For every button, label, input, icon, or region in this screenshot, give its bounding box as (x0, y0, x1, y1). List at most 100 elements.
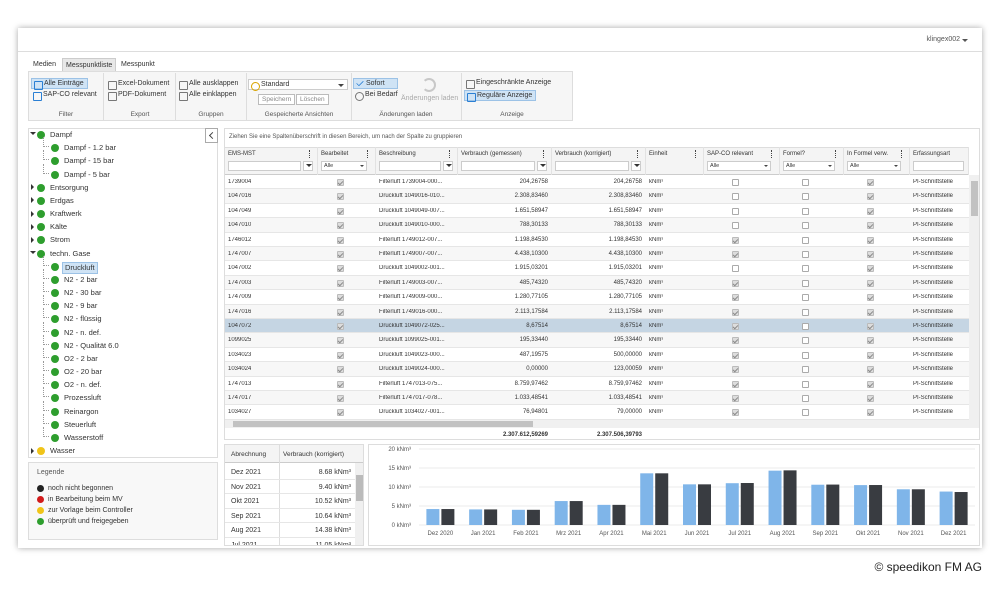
user-name[interactable]: klingex002 (926, 36, 960, 43)
view-dropdown[interactable]: Standard (248, 79, 348, 91)
grid-row[interactable] (225, 218, 969, 233)
column-menu[interactable] (695, 150, 696, 158)
column-header[interactable]: Erfassungsart (913, 151, 951, 157)
expander[interactable] (31, 184, 37, 191)
tree-item[interactable]: O2 - 2 bar (64, 353, 98, 363)
filter-select[interactable]: Alle (321, 161, 367, 171)
column-menu[interactable] (901, 150, 902, 158)
tree-item[interactable]: techn. Gase (50, 248, 91, 258)
save-button[interactable]: Speichern (258, 94, 296, 105)
grid-row[interactable] (225, 391, 969, 406)
expander[interactable] (31, 236, 37, 243)
filter-button[interactable] (537, 161, 547, 171)
filter-select[interactable]: Alle (847, 161, 901, 171)
column-header[interactable]: Einheit (649, 151, 668, 157)
grid-row[interactable] (225, 347, 969, 363)
tree-item[interactable]: O2 - 20 bar (64, 367, 102, 377)
collapse-button[interactable] (205, 128, 218, 143)
column-header[interactable]: Verbrauch (korrigiert) (555, 151, 612, 157)
tree-item[interactable]: Druckluft (62, 261, 98, 274)
expander[interactable] (30, 250, 36, 257)
column-menu[interactable] (309, 150, 310, 158)
column-menu[interactable] (367, 150, 368, 158)
grid-row[interactable] (225, 376, 969, 391)
grid-row[interactable] (225, 247, 969, 262)
filter-input[interactable] (461, 161, 535, 171)
tree-item[interactable]: N2 - flüssig (64, 314, 102, 324)
grid-row[interactable] (225, 189, 969, 204)
grid-row[interactable] (225, 232, 969, 247)
tree-item[interactable]: Prozessluft (64, 393, 102, 403)
expander[interactable] (31, 210, 37, 217)
ribbon-button[interactable]: Reguläre Anzeige (464, 90, 537, 102)
expander[interactable] (30, 132, 36, 138)
filter-button[interactable] (443, 161, 453, 171)
ribbon-button[interactable]: Eingeschränkte Anzeige (464, 78, 554, 89)
grid-row[interactable] (225, 319, 969, 334)
tree-item[interactable]: Wasserstoff (64, 432, 104, 442)
tab[interactable]: Messpunkt (121, 61, 155, 68)
ribbon-button[interactable]: Alle ausklappen (177, 79, 241, 90)
filter-select[interactable]: Alle (707, 161, 771, 171)
ribbon-button[interactable]: Alle Einträge (31, 78, 88, 90)
tree-item[interactable]: N2 - Qualität 6.0 (64, 340, 119, 350)
user-caret[interactable] (962, 39, 968, 45)
grid-row[interactable] (225, 304, 969, 319)
tree-item[interactable]: Dampf - 5 bar (64, 169, 110, 179)
tree-item[interactable]: Dampf - 15 bar (64, 156, 115, 166)
grid-row[interactable] (225, 261, 969, 276)
tree-item[interactable]: N2 - 30 bar (64, 288, 102, 298)
expander[interactable] (31, 197, 37, 204)
tree-item[interactable]: Kraftwerk (50, 209, 82, 219)
column-menu[interactable] (449, 150, 450, 158)
filter-input[interactable] (379, 161, 441, 171)
tree-item[interactable]: Wasser (50, 446, 76, 456)
filter-input[interactable] (913, 161, 964, 171)
ribbon-button[interactable]: Sofort (353, 78, 398, 89)
column-header[interactable]: Beschreibung (379, 151, 416, 157)
grid-row[interactable] (225, 362, 969, 377)
column-header[interactable]: Verbrauch (gemessen) (461, 151, 522, 157)
grid-row[interactable] (225, 275, 969, 291)
tree-item[interactable]: Strom (50, 235, 71, 245)
tree-item[interactable]: Erdgas (50, 195, 74, 205)
column-header[interactable]: SAP-CO relevant (707, 151, 754, 157)
column-menu[interactable] (771, 150, 772, 158)
tree-item[interactable]: N2 - 9 bar (64, 301, 98, 311)
tree-item[interactable]: Reinargon (64, 406, 99, 416)
grid-row[interactable] (225, 175, 969, 190)
grid-row[interactable] (225, 290, 969, 305)
tab-active[interactable]: Messpunktliste (62, 58, 117, 71)
column-header[interactable]: Formel? (783, 151, 806, 157)
tab[interactable]: Medien (33, 61, 56, 68)
expander[interactable] (31, 447, 37, 454)
column-header[interactable]: Bearbeitet (321, 151, 349, 157)
tree-item[interactable]: Dampf (50, 130, 73, 139)
column-menu[interactable] (835, 150, 836, 158)
filter-input[interactable] (555, 161, 629, 171)
reload-button[interactable]: Änderungen laden (401, 95, 459, 102)
grid-row[interactable] (225, 405, 969, 420)
grid-row[interactable] (225, 203, 969, 219)
tree-item[interactable]: O2 - n. def. (64, 380, 102, 390)
column-header[interactable]: In Formel verw. (847, 151, 889, 157)
tree-item[interactable]: N2 - n. def. (64, 327, 102, 337)
ribbon-button[interactable]: Alle einklappen (177, 90, 239, 101)
tree-item[interactable]: Dampf - 1.2 bar (64, 143, 117, 153)
delete-button[interactable]: Löschen (296, 94, 329, 105)
tree-item[interactable]: N2 - 2 bar (64, 274, 98, 284)
ribbon-button[interactable]: Bei Bedarf (353, 90, 401, 101)
tree-item[interactable]: Kälte (50, 222, 68, 232)
ribbon-button[interactable]: PDF-Dokument (106, 90, 169, 101)
tree-item[interactable]: Steuerluft (64, 419, 97, 429)
column-menu[interactable] (543, 150, 544, 158)
ribbon-button[interactable]: SAP-CO relevant (31, 90, 100, 101)
filter-select[interactable]: Alle (783, 161, 835, 171)
ribbon-button[interactable]: Excel-Dokument (106, 79, 172, 90)
filter-input[interactable] (228, 161, 301, 171)
column-header[interactable]: EMS-MST (228, 151, 256, 157)
column-menu[interactable] (637, 150, 638, 158)
grid-row[interactable] (225, 333, 969, 348)
filter-button[interactable] (303, 161, 313, 171)
filter-button[interactable] (631, 161, 641, 171)
